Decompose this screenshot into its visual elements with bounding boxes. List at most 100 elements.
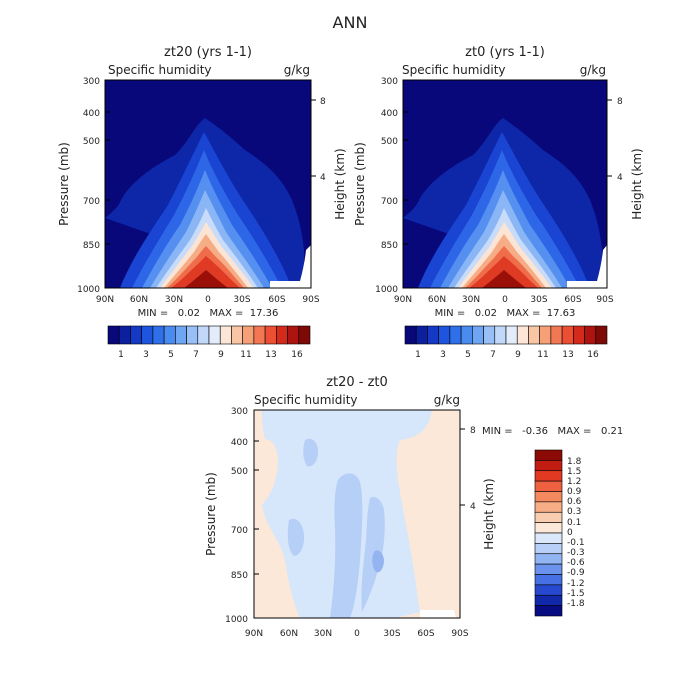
contour-fill-positive [262,439,278,496]
x-tick-label: 0 [502,295,508,305]
y-tick-label: 1000 [375,285,398,295]
x-tick-label: 30S [233,295,250,305]
x-tick-label: 60S [268,295,285,305]
colorbar-swatch [494,325,507,345]
colorbar-swatch [584,325,597,345]
contour-fill-level-12 [482,270,526,288]
x-ticks: 90N 60N 30N 0 30S 60S 90S [96,295,320,305]
colorbar-label: 16 [587,350,599,360]
contour-fill-level-12 [184,270,228,288]
y-tick-label: 400 [83,109,100,119]
x-tick-label: 90N [245,629,263,639]
height-tick-label: 8 [470,426,476,436]
height-tick-label: 8 [617,97,623,107]
height-tick-label: 8 [320,97,326,107]
min-max-stats: MIN = 0.02 MAX = 17.63 [435,308,576,319]
colorbar-swatch [197,325,210,345]
colorbar-label: 11 [537,350,548,360]
units-label: g/kg [580,63,606,77]
y-tick-label: 850 [83,241,100,251]
colorbar-label: 1.5 [567,467,581,477]
plot-frame [104,79,312,289]
y-tick-label: 400 [381,109,398,119]
x-tick-label: 90N [96,295,114,305]
panel-zt20: zt20 (yrs 1-1) Specific humidity g/kg Pr… [57,45,347,360]
y-tick-label: 300 [381,77,398,87]
colorbar-label: 9 [515,350,521,360]
field-label: Specific humidity [254,393,358,407]
colorbar-swatch [208,325,221,345]
figure-title: ANN [333,13,368,32]
colorbar-swatches [404,325,608,345]
x-tick-label: 0 [354,629,360,639]
colorbar-swatch [298,325,311,345]
colorbar-swatch [534,553,563,565]
plot-frame [253,409,461,619]
colorbar-label: 3 [440,350,446,360]
contour-field [254,410,460,618]
field-label: Specific humidity [402,63,506,77]
colorbar-label: -1.8 [567,599,585,609]
colorbar-labels: 1 3 5 7 9 11 13 16 [415,350,599,360]
colorbar-label: -1.2 [567,579,585,589]
contour-fill-negative-deep [372,550,384,573]
colorbar-swatch [534,522,563,534]
contour-fill-negative-medium [330,473,363,618]
y-ticks-right: 8 4 [607,97,623,183]
y-tick-label: 700 [231,526,248,536]
y-ticks-right: 8 4 [311,97,326,183]
y-tick-label: 500 [231,467,248,477]
panel-zt0: zt0 (yrs 1-1) Specific humidity g/kg Pre… [353,45,644,360]
colorbar-label: 13 [562,350,573,360]
colorbar-swatch [534,480,563,492]
colorbar-label: 3 [143,350,149,360]
units-label: g/kg [434,393,460,407]
panel-title: zt0 (yrs 1-1) [465,45,545,60]
x-tick-label: 90S [302,295,319,305]
y-axis-label: Pressure (mb) [204,472,218,556]
colorbar-swatch [528,325,540,345]
colorbar-swatch [253,325,266,345]
x-tick-label: 60N [130,295,148,305]
x-tick-label: 0 [205,295,211,305]
x-tick-label: 30N [462,295,480,305]
colorbar-swatch [534,532,563,544]
colorbar-swatch [404,325,417,345]
colorbar-swatch [534,449,563,461]
colorbar-label: -0.6 [567,558,585,568]
colorbar-label: -0.3 [567,548,585,558]
colorbar-label: 7 [490,350,496,360]
colorbar-label: -0.9 [567,568,585,578]
colorbar-label: 1 [415,350,421,360]
colorbar-swatch [460,325,473,345]
colorbar-swatch [534,501,563,513]
colorbar-swatch [516,325,529,345]
x-tick-label: 90N [394,295,412,305]
colorbar-labels: 1 3 5 7 9 11 13 16 [118,350,303,360]
colorbar-label: 5 [168,350,174,360]
colorbar-swatch [595,325,608,345]
colorbar-swatch [152,325,165,345]
colorbar-swatch [130,325,142,345]
colorbar-swatch [573,325,585,345]
colorbar-swatch [219,325,232,345]
colorbar-swatch [550,325,563,345]
colorbar-swatch [534,491,563,503]
colorbar-swatch [534,605,563,617]
colorbar-swatch [264,325,277,345]
colorbar-swatch [534,543,563,555]
colorbar-swatch [505,325,518,345]
field-label: Specific humidity [108,63,212,77]
colorbar: 1 3 5 7 9 11 13 16 [107,325,311,360]
contour-field [105,80,311,288]
min-max-stats: MIN = 0.02 MAX = 17.36 [138,308,279,319]
y-tick-label: 700 [83,197,100,207]
height-tick-label: 4 [470,502,476,512]
colorbar-swatch [483,325,496,345]
colorbar-label: 11 [240,350,251,360]
panel-diff: zt20 - zt0 Specific humidity g/kg Pressu… [204,375,623,639]
colorbar-swatch [231,325,243,345]
colorbar-swatch [534,470,563,482]
y-ticks: 300 400 500 700 850 1000 [375,77,408,295]
